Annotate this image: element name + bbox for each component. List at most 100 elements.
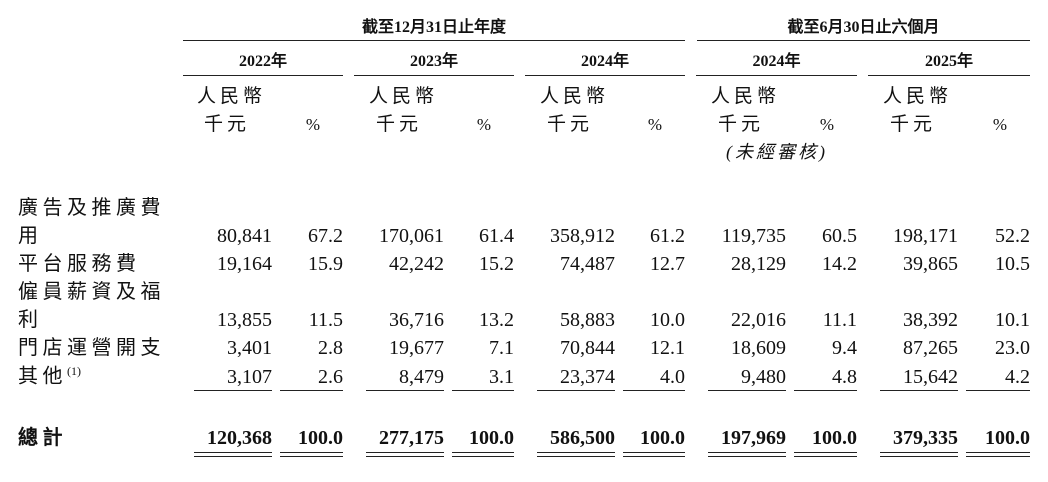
row-label: 平台服務費 (18, 253, 141, 275)
amount-cell: 19,164 (217, 253, 272, 275)
percent-cell: 12.1 (650, 337, 685, 359)
currency-header: 人民幣 (369, 86, 439, 107)
percent-cell: 23.0 (995, 337, 1030, 359)
currency-header: 人民幣 (197, 86, 267, 107)
percent-cell: 4.8 (832, 366, 857, 388)
amount-cell: 13,855 (217, 309, 272, 331)
rule (880, 456, 958, 458)
rule (708, 390, 786, 392)
amount-cell: 39,865 (903, 253, 958, 275)
percent-header: % (476, 115, 492, 134)
rule (452, 456, 514, 458)
percent-cell: 10.5 (995, 253, 1030, 275)
rule (194, 452, 272, 454)
amount-cell: 58,883 (560, 309, 615, 331)
amount-cell: 120,368 (207, 427, 272, 449)
currency-header: 人民幣 (540, 86, 610, 107)
rule (708, 456, 786, 458)
percent-cell: 4.2 (1005, 366, 1030, 388)
row-label: 其他(1) (18, 364, 81, 388)
percent-cell: 100.0 (640, 427, 685, 449)
rule (280, 390, 343, 392)
rule (623, 456, 685, 458)
year-header: 2022年 (238, 53, 287, 70)
amount-cell: 198,171 (893, 225, 958, 247)
percent-cell: 10.1 (995, 309, 1030, 331)
amount-cell: 8,479 (399, 366, 444, 388)
amount-cell: 74,487 (560, 253, 615, 275)
rule (708, 452, 786, 454)
amount-cell: 586,500 (550, 427, 615, 449)
row-label: 僱員薪資及福利 (18, 281, 165, 331)
percent-cell: 12.7 (650, 253, 685, 275)
amount-cell: 119,735 (721, 225, 786, 247)
rule (183, 40, 685, 42)
year-header: 2024年 (752, 53, 801, 70)
percent-header: % (819, 115, 835, 134)
percent-cell: 7.1 (489, 337, 514, 359)
row-label: 廣告及推廣費用 (18, 197, 165, 247)
rule (880, 452, 958, 454)
rule (452, 452, 514, 454)
rule (966, 456, 1030, 458)
amount-cell: 42,242 (389, 253, 444, 275)
amount-cell: 70,844 (560, 337, 615, 359)
rule (366, 390, 444, 392)
amount-cell: 197,969 (721, 427, 786, 449)
amount-cell: 3,401 (227, 337, 272, 359)
row-label: 門店運營開支 (18, 337, 165, 359)
percent-cell: 11.1 (822, 309, 857, 331)
percent-cell: 67.2 (308, 225, 343, 247)
group-header: 截至6月30日止六個月 (787, 19, 940, 36)
rule (525, 75, 685, 77)
rule (354, 75, 514, 77)
percent-cell: 15.2 (479, 253, 514, 275)
percent-cell: 4.0 (660, 366, 685, 388)
amount-cell: 358,912 (550, 225, 615, 247)
percent-cell: 60.5 (822, 225, 857, 247)
amount-cell: 36,716 (389, 309, 444, 331)
percent-cell: 52.2 (995, 225, 1030, 247)
rule (183, 75, 343, 77)
amount-cell: 170,061 (379, 225, 444, 247)
rule (452, 390, 514, 392)
unit-header: 千元 (890, 114, 937, 135)
rule (794, 390, 857, 392)
amount-cell: 28,129 (731, 253, 786, 275)
percent-cell: 10.0 (650, 309, 685, 331)
percent-header: % (992, 115, 1008, 134)
year-header: 2025年 (924, 53, 973, 70)
year-header: 2024年 (580, 53, 629, 70)
percent-cell: 100.0 (812, 427, 857, 449)
rule (697, 40, 1030, 42)
percent-cell: 9.4 (832, 337, 857, 359)
rule (794, 452, 857, 454)
unit-header: 千元 (376, 114, 423, 135)
percent-cell: 2.6 (318, 366, 343, 388)
rule (280, 452, 343, 454)
rule (966, 452, 1030, 454)
percent-cell: 14.2 (822, 253, 857, 275)
percent-cell: 13.2 (479, 309, 514, 331)
rule (623, 452, 685, 454)
percent-header: % (305, 115, 321, 134)
amount-cell: 87,265 (903, 337, 958, 359)
rule (194, 456, 272, 458)
percent-cell: 11.5 (308, 309, 343, 331)
amount-cell: 18,609 (731, 337, 786, 359)
rule (366, 456, 444, 458)
rule (966, 390, 1030, 392)
unaudited-note: (未經審核) (726, 142, 828, 162)
amount-cell: 15,642 (903, 366, 958, 388)
rule (623, 390, 685, 392)
rule (537, 456, 615, 458)
rule (794, 456, 857, 458)
percent-cell: 2.8 (318, 337, 343, 359)
rule (537, 452, 615, 454)
amount-cell: 19,677 (389, 337, 444, 359)
percent-cell: 15.9 (308, 253, 343, 275)
amount-cell: 38,392 (903, 309, 958, 331)
rule (537, 390, 615, 392)
percent-cell: 100.0 (469, 427, 514, 449)
